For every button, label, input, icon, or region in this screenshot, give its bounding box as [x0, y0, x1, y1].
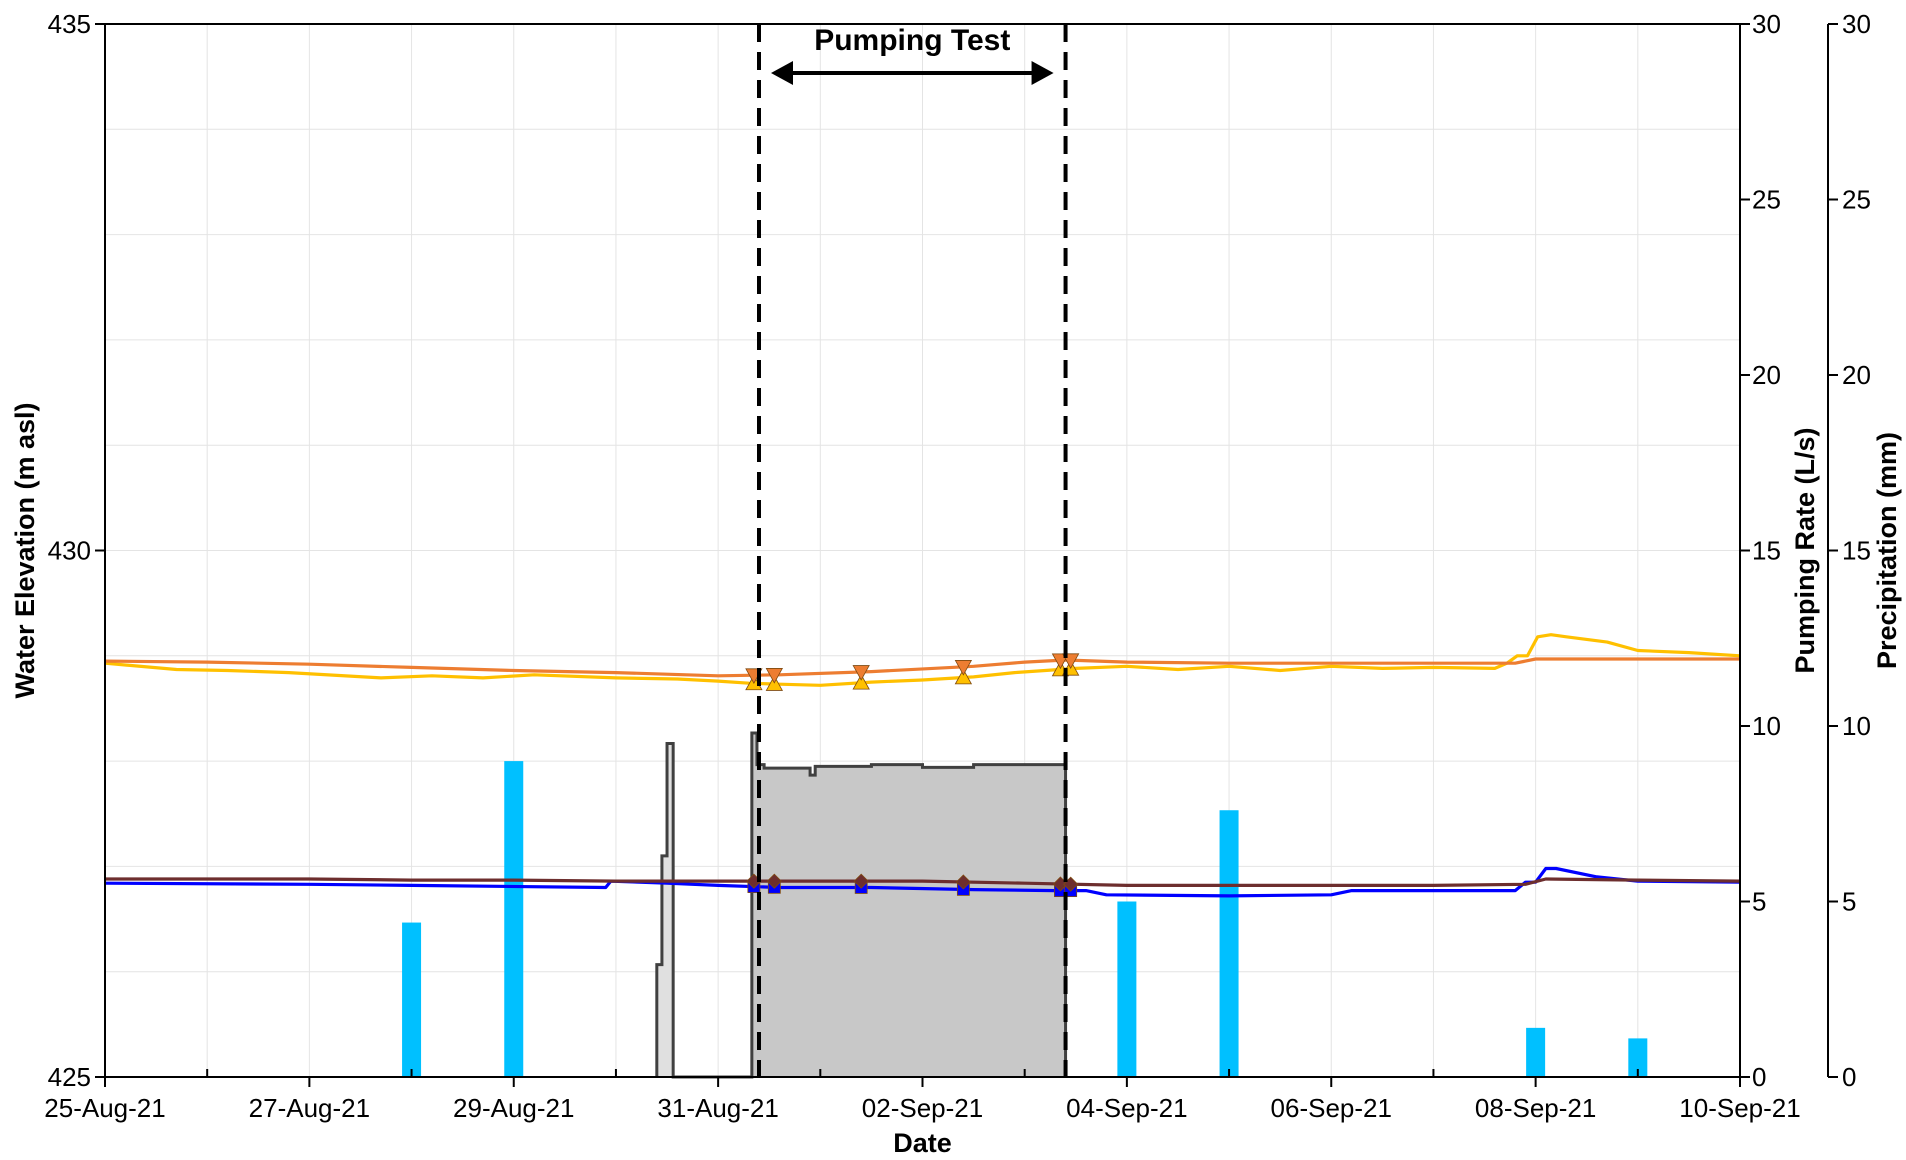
y2-tick-label: 20 [1752, 360, 1781, 390]
water-elevation-marker [853, 873, 869, 889]
y2-tick-label: 25 [1752, 185, 1781, 215]
x-tick-label: 29-Aug-21 [453, 1093, 574, 1123]
water-elevation-marker [765, 668, 784, 684]
x-axis-title: Date [893, 1128, 952, 1158]
x-tick-label: 02-Sep-21 [862, 1093, 983, 1123]
grid [105, 24, 1740, 1077]
y2-tick-label: 30 [1752, 9, 1781, 39]
axes: 25-Aug-21 27-Aug-21 29-Aug-21 31-Aug-21 02-S… [44, 9, 1871, 1123]
pumping-rate-fill [751, 733, 1066, 1077]
y2-tick-label: 0 [1752, 1062, 1766, 1092]
pumping-rate-line [655, 731, 1068, 1079]
x-tick-label: 27-Aug-21 [249, 1093, 370, 1123]
pumping-test-arrow-head-right [1031, 61, 1054, 85]
pumping-rate-step-fill [656, 743, 674, 1077]
y2-tick-label: 10 [1752, 711, 1781, 741]
water-elevation-marker [852, 665, 870, 681]
precipitation-bar [1628, 1038, 1648, 1077]
y3-tick-label: 5 [1842, 887, 1856, 917]
pumping-test-annotation: Pumping Test [757, 24, 1068, 1077]
water-elevation-marker [955, 874, 971, 890]
y3-tick-label: 10 [1842, 711, 1871, 741]
y2-tick-label: 5 [1752, 887, 1766, 917]
x-tick-label: 08-Sep-21 [1475, 1093, 1596, 1123]
y-tick-label: 430 [48, 536, 91, 566]
pumping-test-label: Pumping Test [814, 24, 1010, 57]
y3-tick-label: 30 [1842, 9, 1871, 39]
pumping-test-arrow-head-left [771, 61, 793, 85]
precipitation-bar [1219, 810, 1239, 1077]
x-tick-label: 25-Aug-21 [44, 1093, 165, 1123]
water-elevation-line-4 [105, 877, 1741, 887]
x-tick-label: 04-Sep-21 [1066, 1093, 1187, 1123]
y-tick-label: 425 [48, 1062, 91, 1092]
pumping-rate-series [655, 731, 1068, 1079]
y3-tick-label: 20 [1842, 360, 1871, 390]
x-tick-label: 10-Sep-21 [1679, 1093, 1800, 1123]
water-elevation-marker [852, 673, 870, 690]
y3-tick-label: 15 [1842, 536, 1871, 566]
precipitation-bars [402, 761, 1648, 1077]
x-tick-label: 31-Aug-21 [657, 1093, 778, 1123]
precipitation-bar [1117, 901, 1137, 1077]
y3-tick-label: 25 [1842, 185, 1871, 215]
y2-axis-title-pumping-rate: Pumping Rate (L/s) [1790, 427, 1820, 673]
y-axis-title-water-elevation: Water Elevation (m asl) [10, 402, 40, 698]
precipitation-bar [504, 761, 524, 1077]
water-elevation-marker [766, 873, 782, 889]
y2-tick-label: 15 [1752, 536, 1781, 566]
y3-tick-label: 0 [1842, 1062, 1856, 1092]
water-elevation-series [104, 633, 1741, 898]
water-elevation-line-2 [104, 657, 1740, 678]
precipitation-bar [402, 922, 422, 1077]
y-tick-label: 435 [48, 9, 91, 39]
water-elevation-marker [954, 668, 973, 685]
precipitation-bar [1526, 1027, 1546, 1077]
water-elevation-marker [954, 660, 973, 676]
y3-axis-title-precipitation: Precipitation (mm) [1872, 432, 1902, 669]
x-tick-label: 06-Sep-21 [1271, 1093, 1392, 1123]
